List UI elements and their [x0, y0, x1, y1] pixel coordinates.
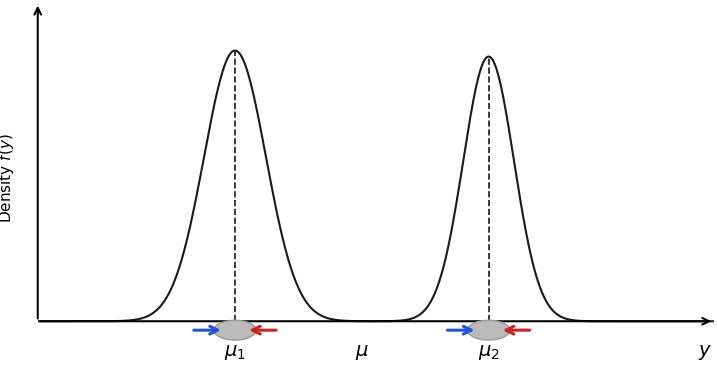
Ellipse shape [214, 320, 256, 340]
Text: $\mu$: $\mu$ [355, 343, 369, 362]
Text: $y$: $y$ [698, 343, 713, 362]
Text: $\mu_2$: $\mu_2$ [478, 343, 500, 362]
Ellipse shape [467, 320, 510, 340]
Text: $\mu_1$: $\mu_1$ [224, 343, 246, 362]
Text: Density $f(y)$: Density $f(y)$ [0, 133, 16, 223]
